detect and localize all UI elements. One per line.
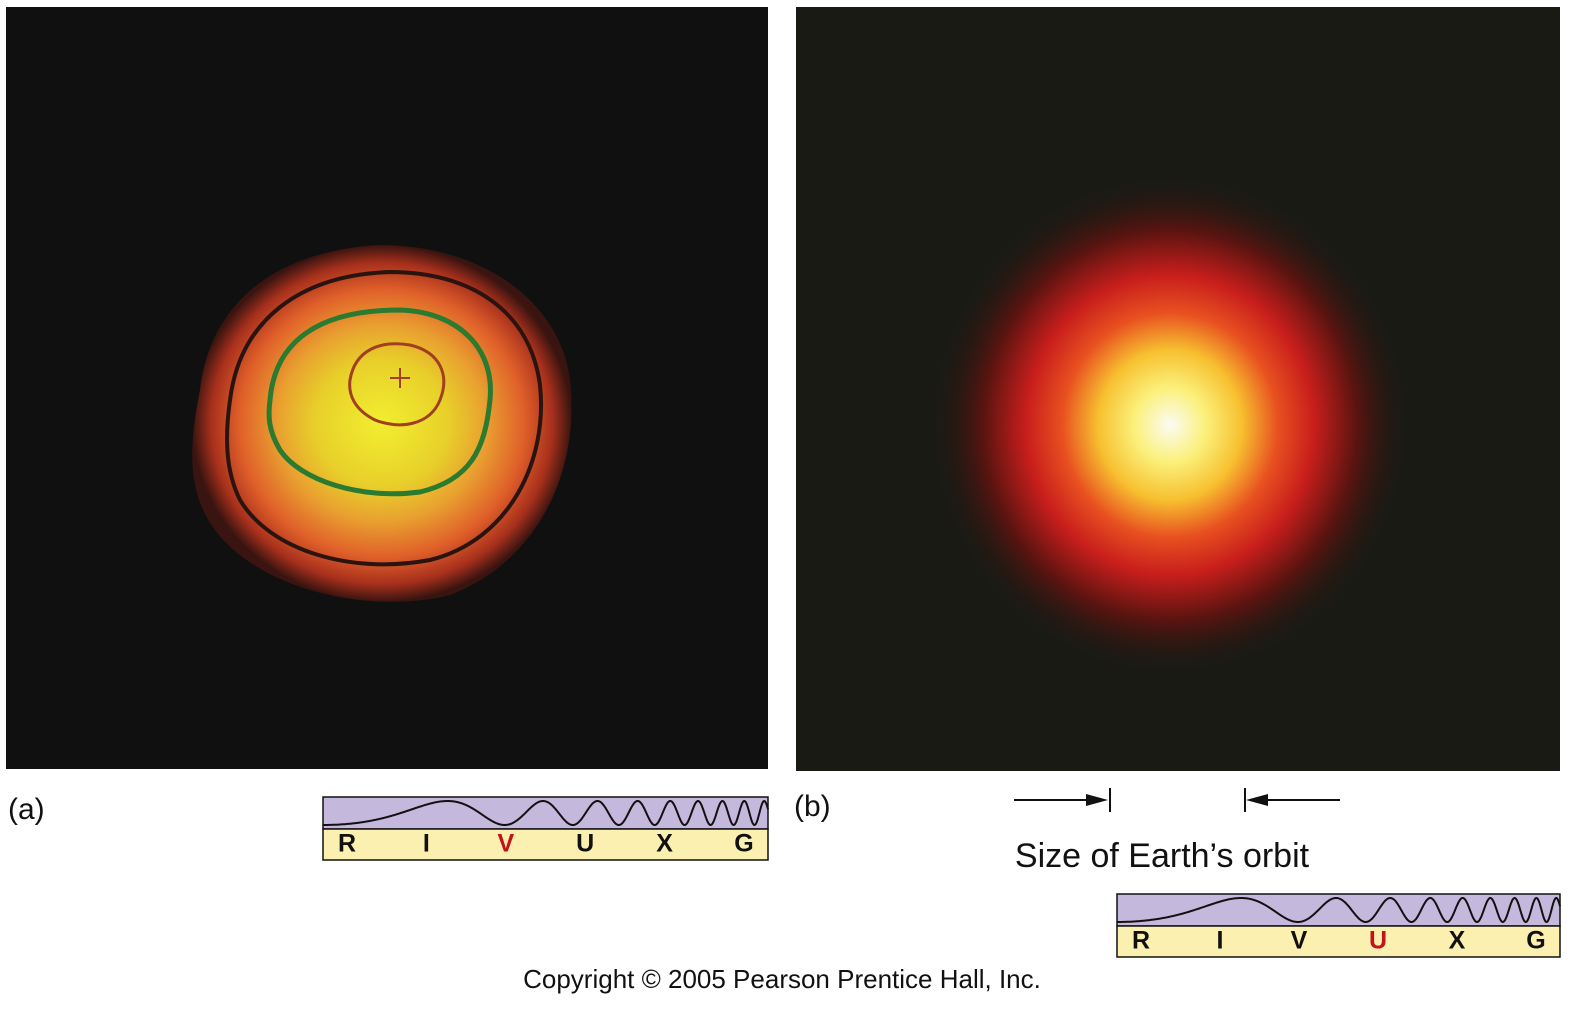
spectrum-band: R: [1132, 927, 1150, 955]
spectrum-band: V: [1291, 927, 1308, 955]
spectrum-band: G: [734, 830, 753, 858]
spectrum-band: U: [576, 830, 594, 858]
panel-label: (b): [794, 790, 831, 823]
annotation: Size of Earth’s orbit: [1015, 837, 1310, 875]
star-a: [192, 245, 572, 602]
spectrum-band: X: [1449, 927, 1466, 955]
spectrum-band-bg: [322, 828, 769, 861]
spectrum-wave: [1117, 896, 1561, 924]
orbit-arrows: [1014, 788, 1340, 812]
spectrum-band: G: [1526, 927, 1545, 955]
star-b: [930, 175, 1410, 675]
spectrum-band: U: [1369, 927, 1387, 955]
copyright: Copyright © 2005 Pearson Prentice Hall, …: [523, 964, 1041, 994]
spectrum-band: X: [656, 830, 673, 858]
spectrum-band-bg: [1116, 925, 1561, 958]
panel-label: (a): [8, 793, 45, 826]
spectrum-band: I: [423, 830, 430, 858]
spectrum-band: I: [1217, 927, 1224, 955]
spectra: R I V U X G R I V U X G: [322, 796, 1561, 958]
spectrum-band: R: [338, 830, 356, 858]
spectrum-wave: [323, 799, 769, 827]
spectrum-band: V: [497, 830, 514, 858]
